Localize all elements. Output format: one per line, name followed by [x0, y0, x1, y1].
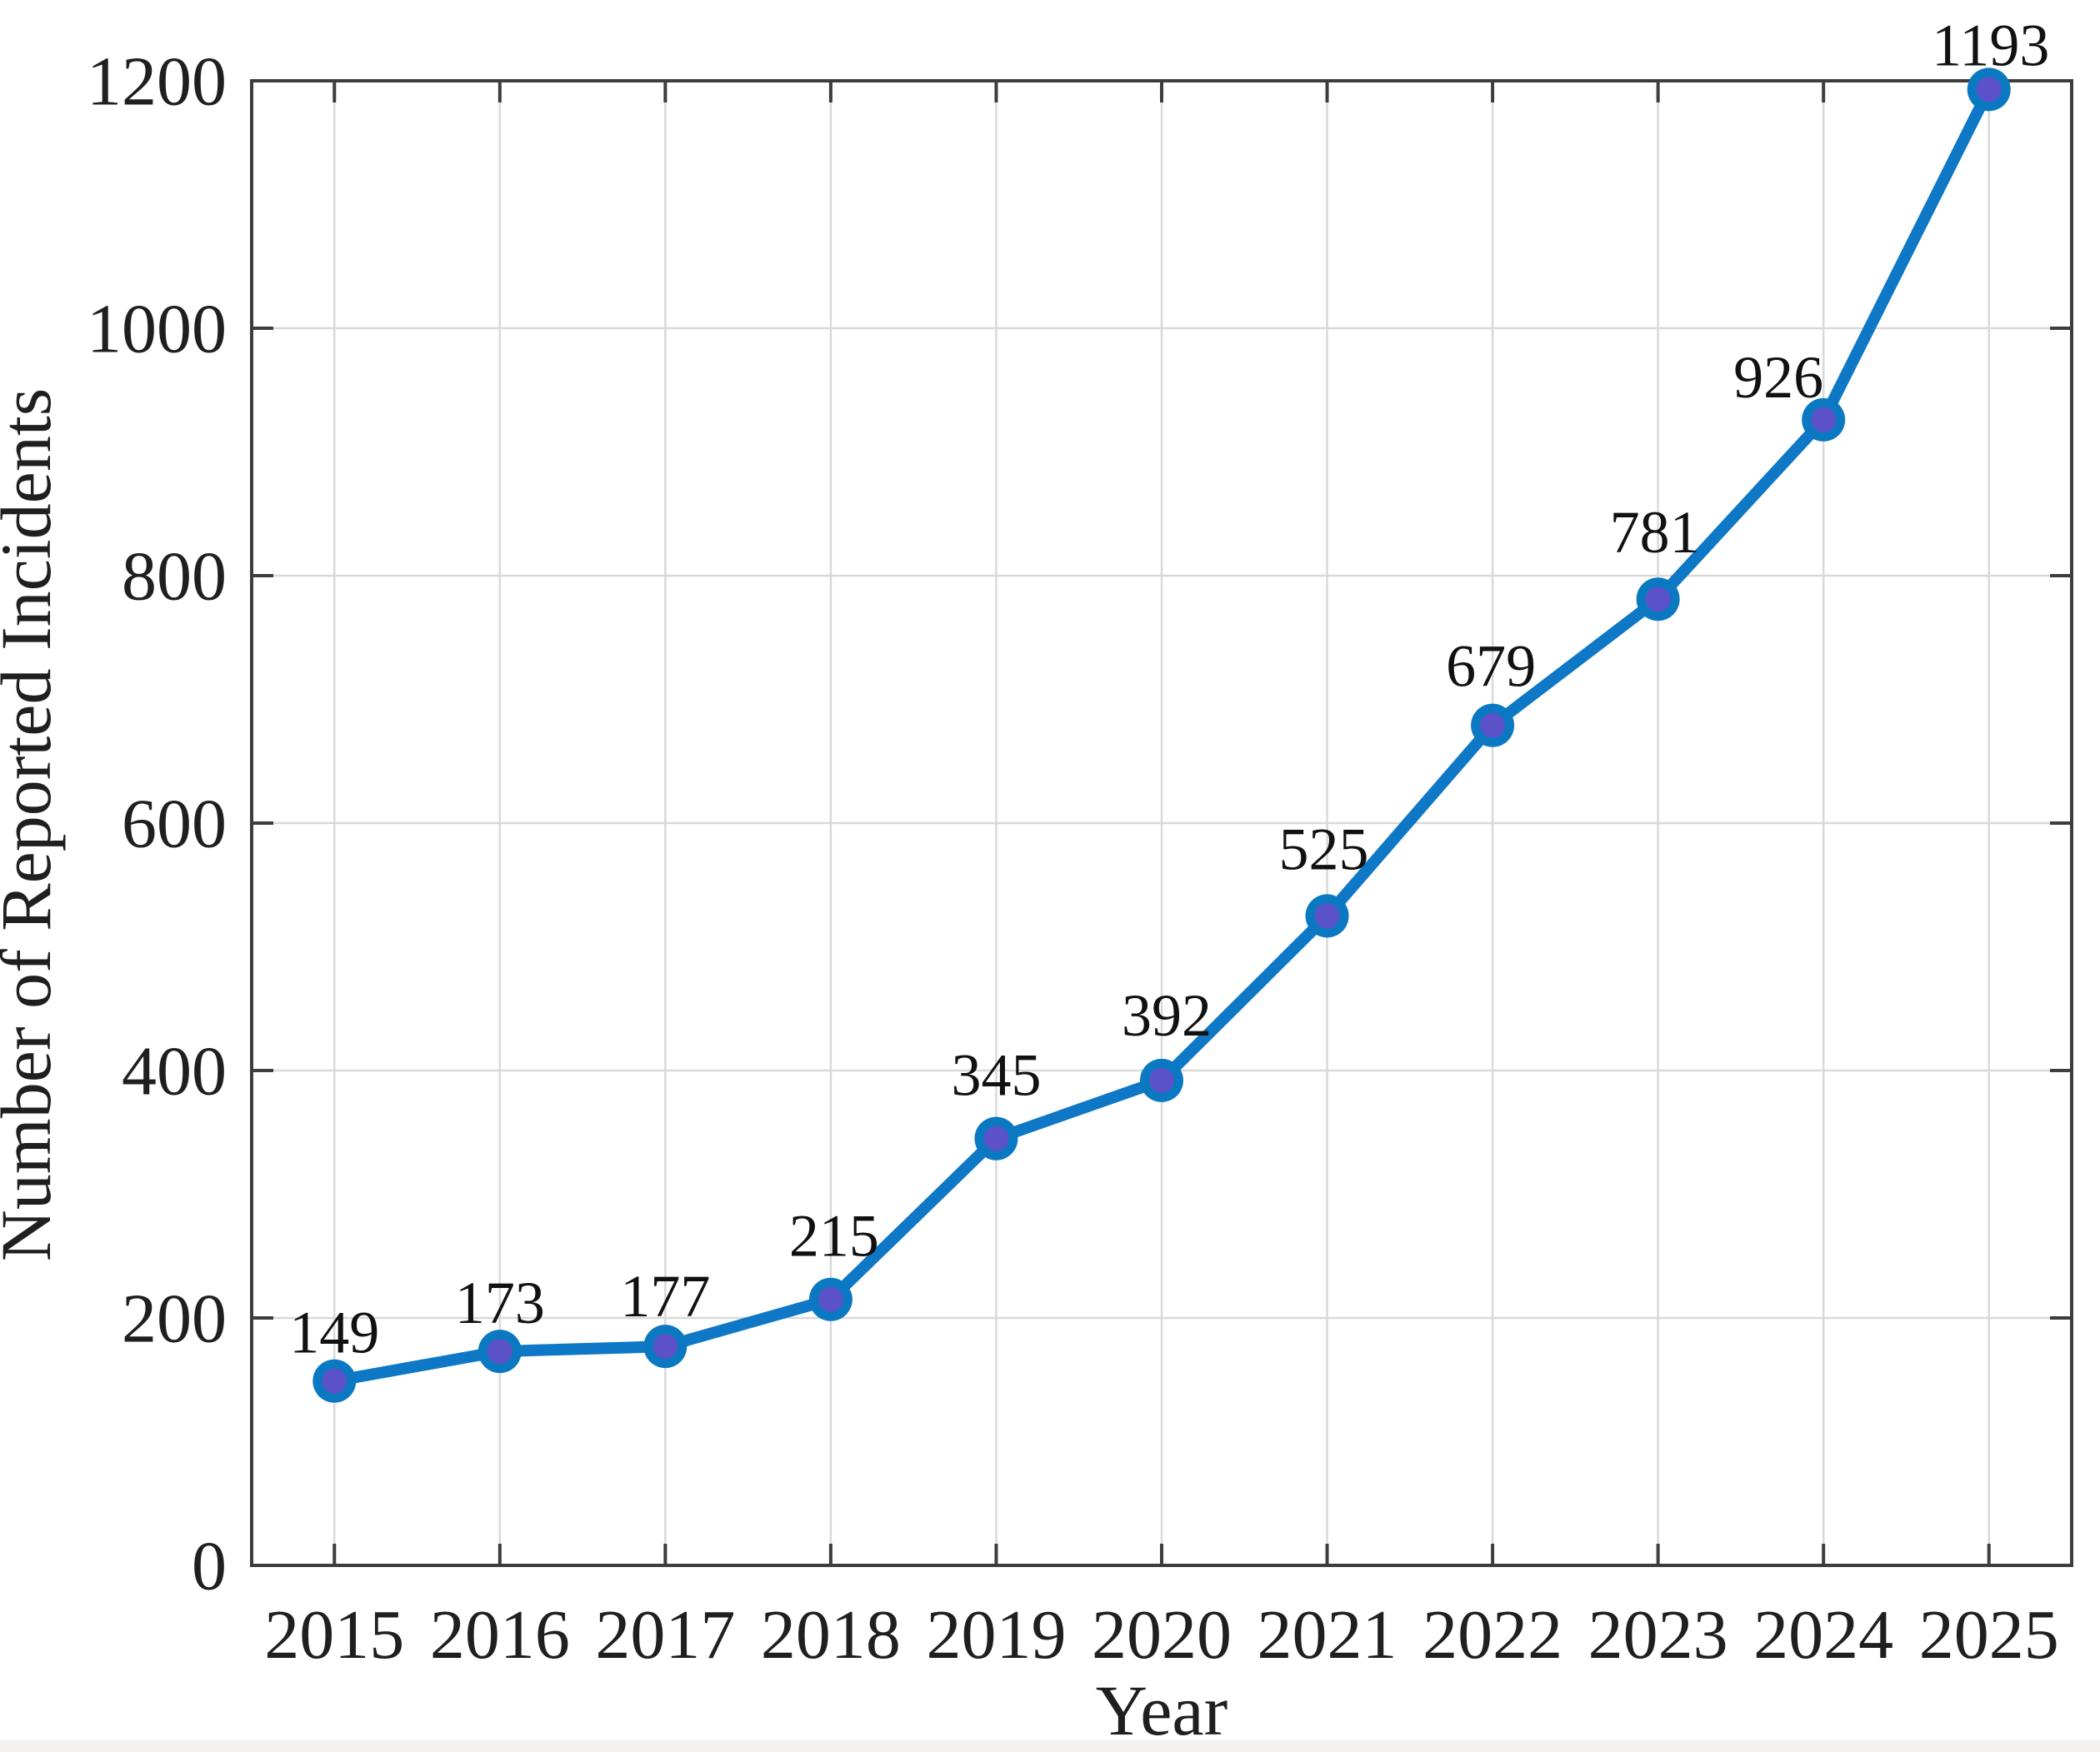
data-label-2025: 1193 — [1932, 12, 2049, 78]
data-label-2018: 215 — [789, 1203, 879, 1270]
data-label-2016: 173 — [455, 1270, 545, 1336]
x-axis-label: Year — [1096, 1670, 1228, 1750]
x-tick-label-2018: 2018 — [761, 1596, 901, 1674]
y-axis-label: Number of Reported Incidents — [0, 388, 66, 1261]
data-point-core-2024 — [1811, 407, 1837, 432]
data-point-core-2019 — [983, 1126, 1009, 1151]
y-tick-label-1200: 1200 — [87, 43, 227, 121]
data-point-core-2020 — [1149, 1067, 1174, 1093]
axis-titles: Year Number of Reported Incidents — [0, 388, 1228, 1750]
x-tick-label-2024: 2024 — [1753, 1596, 1893, 1674]
data-label-2022: 679 — [1446, 633, 1536, 700]
axis-tick-labels: 2015 2016 2017 2018 2019 2020 2021 2022 2023 2024… — [87, 43, 2059, 1674]
data-point-core-2017 — [652, 1334, 678, 1360]
x-tick-label-2017: 2017 — [595, 1596, 735, 1674]
y-tick-label-1000: 1000 — [87, 291, 227, 368]
footer-strip — [0, 1740, 2100, 1752]
x-tick-label-2020: 2020 — [1092, 1596, 1232, 1674]
x-tick-label-2015: 2015 — [264, 1596, 404, 1674]
x-tick-label-2021: 2021 — [1258, 1596, 1398, 1674]
data-point-core-2021 — [1314, 903, 1340, 929]
data-point-markers — [312, 67, 2011, 1403]
x-tick-label-2016: 2016 — [430, 1596, 570, 1674]
data-point-core-2016 — [487, 1339, 512, 1365]
x-tick-label-2025: 2025 — [1919, 1596, 2059, 1674]
x-tick-label-2023: 2023 — [1588, 1596, 1728, 1674]
data-point-core-2023 — [1645, 586, 1671, 612]
y-tick-label-0: 0 — [192, 1528, 227, 1605]
data-label-2020: 392 — [1122, 982, 1212, 1049]
data-point-core-2018 — [818, 1286, 843, 1312]
data-label-2024: 926 — [1733, 344, 1823, 411]
data-label-2019: 345 — [951, 1042, 1041, 1109]
data-point-core-2015 — [322, 1368, 348, 1394]
y-tick-label-600: 600 — [122, 786, 227, 863]
data-label-2017: 177 — [620, 1263, 710, 1330]
x-tick-label-2019: 2019 — [926, 1596, 1066, 1674]
y-tick-label-200: 200 — [122, 1280, 227, 1358]
data-label-2015: 149 — [289, 1300, 379, 1366]
y-tick-label-400: 400 — [122, 1033, 227, 1111]
data-point-labels: 149 173 177 215 345 392 525 679 781 926 1193 — [289, 12, 2049, 1365]
data-label-2023: 781 — [1610, 499, 1700, 566]
data-point-core-2025 — [1976, 77, 2002, 102]
data-point-core-2022 — [1480, 712, 1506, 738]
x-tick-label-2022: 2022 — [1422, 1596, 1562, 1674]
data-label-2021: 525 — [1279, 816, 1369, 882]
y-tick-label-800: 800 — [122, 538, 227, 616]
